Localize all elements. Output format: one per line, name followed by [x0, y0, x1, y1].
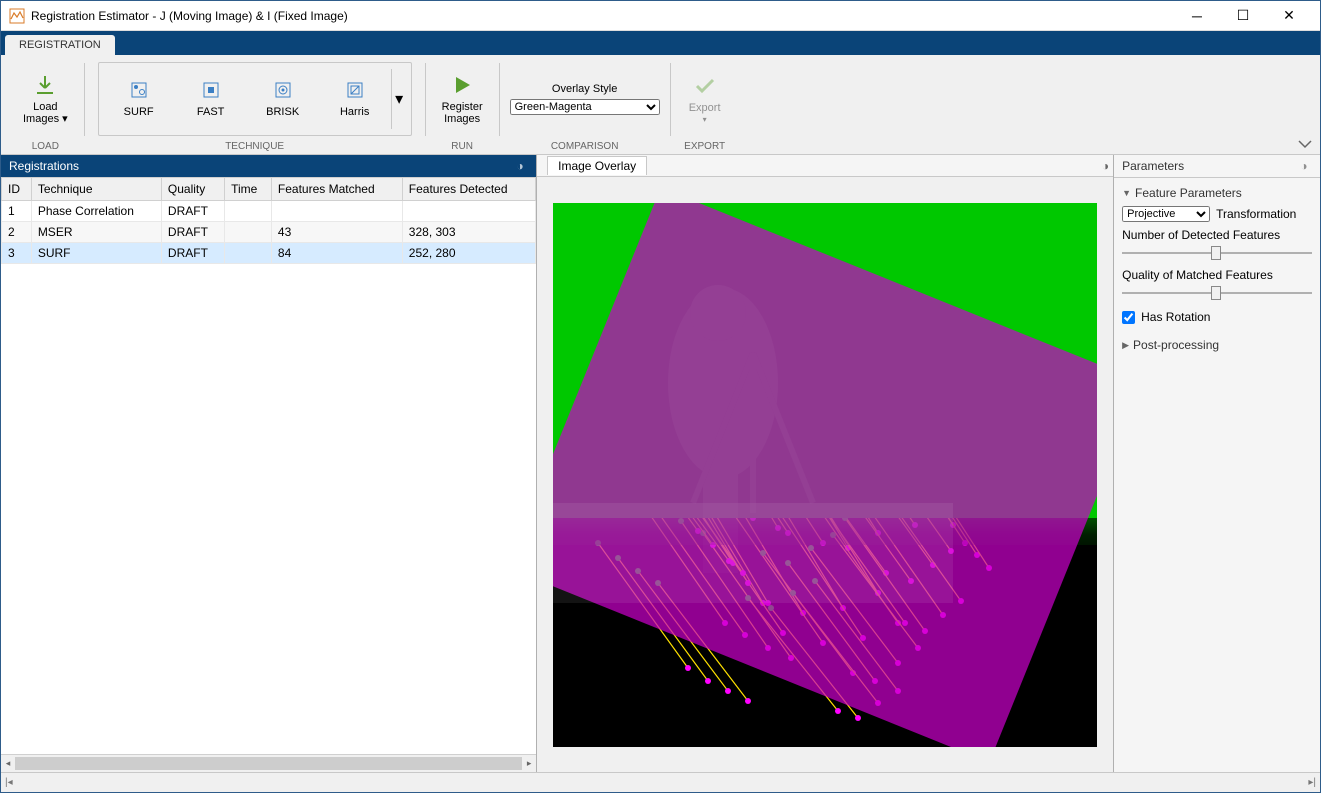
registrations-panel: Registrations ◑ IDTechniqueQualityTimeFe… — [1, 155, 537, 772]
technique-surf[interactable]: SURF — [103, 76, 175, 122]
feature-parameters-section[interactable]: ▼Feature Parameters — [1122, 184, 1312, 202]
tab-registration[interactable]: REGISTRATION — [5, 35, 115, 55]
group-run: Register Images RUN — [426, 59, 499, 154]
column-header[interactable]: ID — [2, 178, 32, 201]
table-row[interactable]: 2MSERDRAFT43328, 303 — [2, 222, 536, 243]
status-right-arrow-icon[interactable]: ▸| — [1308, 777, 1316, 788]
panel-menu-icon[interactable]: ◑ — [512, 158, 528, 174]
column-header[interactable]: Time — [225, 178, 272, 201]
column-header[interactable]: Features Detected — [402, 178, 535, 201]
post-processing-section[interactable]: ▶Post-processing — [1122, 336, 1312, 354]
minimize-button[interactable]: ─ — [1174, 1, 1220, 31]
parameters-panel: Parameters ◑ ▼Feature Parameters Project… — [1114, 155, 1320, 772]
registrations-header: Registrations ◑ — [1, 155, 536, 177]
group-technique: SURF FAST BRISK Harris ▾ TECHNIQUE — [85, 59, 425, 154]
technique-brisk[interactable]: BRISK — [247, 76, 319, 122]
has-rotation-checkbox[interactable] — [1122, 311, 1135, 324]
pin-ribbon-icon[interactable] — [1296, 138, 1314, 152]
table-row[interactable]: 1Phase CorrelationDRAFT — [2, 201, 536, 222]
group-comparison: Overlay Style Green-Magenta COMPARISON — [500, 59, 670, 154]
toolstrip: Load Images ▾ LOAD SURF FAST BRISK Harri… — [1, 55, 1320, 155]
status-left-arrow-icon[interactable]: |◂ — [5, 777, 13, 788]
transformation-label: Transformation — [1216, 207, 1296, 221]
fixed-image — [553, 203, 953, 603]
image-overlay-tab[interactable]: Image Overlay — [547, 156, 647, 175]
overlay-canvas — [553, 203, 1097, 747]
column-header[interactable]: Technique — [31, 178, 161, 201]
close-button[interactable]: ✕ — [1266, 1, 1312, 31]
ribbon-tabstrip: REGISTRATION — [1, 31, 1320, 55]
technique-gallery: SURF FAST BRISK Harris ▾ — [98, 62, 412, 136]
window-title: Registration Estimator - J (Moving Image… — [31, 9, 1174, 23]
image-overlay-panel: Image Overlay ◑ — [537, 155, 1114, 772]
download-icon — [33, 73, 57, 97]
maximize-button[interactable]: ☐ — [1220, 1, 1266, 31]
parameters-header: Parameters ◑ — [1114, 155, 1320, 178]
technique-dropdown[interactable]: ▾ — [391, 69, 407, 129]
matched-quality-label: Quality of Matched Features — [1122, 268, 1312, 282]
technique-harris[interactable]: Harris — [319, 76, 391, 122]
detected-features-slider[interactable] — [1122, 244, 1312, 262]
overlay-style-select[interactable]: Green-Magenta — [510, 99, 660, 115]
technique-fast[interactable]: FAST — [175, 76, 247, 122]
status-bar: |◂ ▸| — [1, 772, 1320, 792]
table-row[interactable]: 3SURFDRAFT84252, 280 — [2, 243, 536, 264]
matched-quality-slider[interactable] — [1122, 284, 1312, 302]
fast-icon — [201, 80, 221, 100]
group-load: Load Images ▾ LOAD — [7, 59, 84, 154]
brisk-icon — [273, 80, 293, 100]
panel-menu-icon[interactable]: ◑ — [1102, 159, 1109, 173]
check-icon — [693, 74, 717, 98]
title-bar: Registration Estimator - J (Moving Image… — [1, 1, 1320, 31]
group-export: Export ▾ EXPORT — [671, 59, 739, 154]
horizontal-scrollbar[interactable]: ◂▸ — [1, 754, 536, 772]
panel-menu-icon[interactable]: ◑ — [1296, 158, 1312, 174]
play-icon — [450, 73, 474, 97]
transformation-select[interactable]: Projective — [1122, 206, 1210, 222]
overlay-style-label: Overlay Style — [552, 83, 617, 95]
harris-icon — [345, 80, 365, 100]
detected-features-label: Number of Detected Features — [1122, 228, 1312, 242]
app-icon — [9, 8, 25, 24]
registrations-table: IDTechniqueQualityTimeFeatures MatchedFe… — [1, 177, 536, 264]
column-header[interactable]: Quality — [161, 178, 224, 201]
has-rotation-label: Has Rotation — [1141, 310, 1210, 324]
register-images-button[interactable]: Register Images — [432, 62, 493, 136]
load-images-button[interactable]: Load Images ▾ — [13, 62, 78, 136]
export-button[interactable]: Export ▾ — [677, 62, 733, 136]
column-header[interactable]: Features Matched — [271, 178, 402, 201]
surf-icon — [129, 80, 149, 100]
